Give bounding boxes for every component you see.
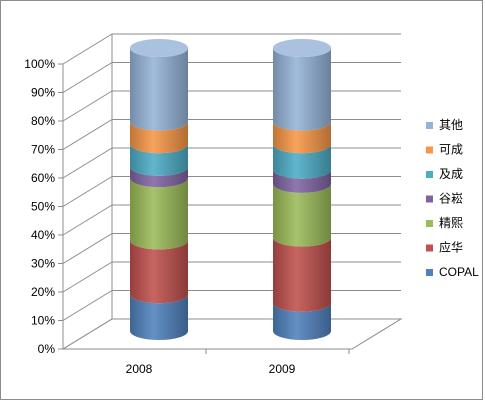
y-tick-label: 40%	[31, 228, 55, 242]
bar-segment-2008-及成	[130, 144, 188, 176]
bar-segment-2009-精熙	[273, 183, 331, 247]
legend-item: 应华	[426, 240, 463, 255]
legend-swatch	[426, 171, 433, 178]
bar-segment-2009-及成	[273, 144, 331, 179]
y-tick-label: 0%	[38, 342, 56, 356]
bars	[130, 39, 331, 340]
bar-segment-2008-COPAL	[130, 294, 188, 340]
legend-item: 精熙	[426, 216, 463, 230]
legend-item: 其他	[426, 118, 463, 132]
x-tick-label: 2008	[126, 362, 153, 376]
legend-swatch	[426, 146, 433, 154]
y-tick-label: 60%	[31, 171, 55, 185]
bar-top-cap-2009	[273, 39, 331, 57]
y-tick-label: 80%	[31, 114, 55, 128]
x-axis-tick-labels: 2008 2009	[126, 362, 296, 376]
legend-swatch	[426, 244, 433, 252]
y-tick-label: 50%	[31, 200, 55, 214]
legend-swatch	[426, 220, 433, 227]
bar-top-cap-2008	[130, 39, 188, 57]
gridlines	[58, 33, 403, 354]
bar-segment-2008-其他	[130, 48, 188, 131]
y-tick-label: 30%	[31, 257, 55, 271]
legend-swatch	[426, 269, 433, 276]
bar-segment-2009-可成	[273, 121, 331, 154]
y-tick-label: 20%	[31, 285, 55, 299]
bar-segment-2009-谷崧	[273, 169, 331, 193]
y-axis-tick-labels: 0% 10% 20% 30% 40% 50% 60% 70% 80% 90% 100%	[24, 57, 55, 356]
legend-label: 其他	[439, 118, 463, 132]
legend-item: 及成	[426, 167, 463, 181]
legend-label: 可成	[439, 143, 463, 157]
y-tick-label: 70%	[31, 143, 55, 157]
legend-swatch	[426, 195, 433, 203]
legend-item: COPAL	[426, 265, 479, 279]
legend-label: 谷崧	[439, 192, 463, 206]
legend-swatch	[426, 122, 433, 129]
bar-segment-2009-COPAL	[273, 302, 331, 340]
legend-item: 可成	[426, 143, 463, 157]
legend-item: 谷崧	[426, 192, 463, 206]
legend-label: COPAL	[439, 265, 479, 279]
y-tick-label: 90%	[31, 86, 55, 100]
y-tick-label: 10%	[31, 314, 55, 328]
bar-column-2008	[130, 39, 188, 340]
bar-column-2009	[273, 39, 331, 340]
bar-segment-2008-谷崧	[130, 166, 188, 188]
legend-label: 及成	[439, 167, 463, 181]
legend-label: 应华	[439, 240, 463, 255]
bar-segment-2009-应华	[273, 237, 331, 312]
bar-segment-2008-可成	[130, 121, 188, 154]
y-tick-label: 100%	[24, 57, 55, 71]
x-tick-label: 2009	[269, 362, 296, 376]
bar-segment-2008-精熙	[130, 178, 188, 250]
bar-segment-2008-应华	[130, 240, 188, 304]
bar-segment-2009-其他	[273, 48, 331, 131]
legend-label: 精熙	[439, 216, 463, 230]
